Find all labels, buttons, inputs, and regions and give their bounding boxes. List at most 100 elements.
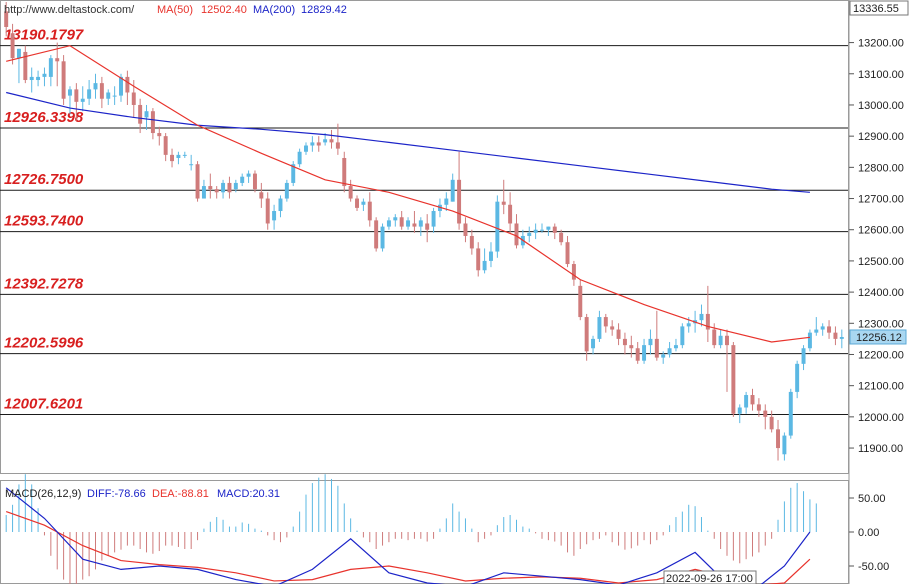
price-tick-label: 12600.00 <box>858 225 904 237</box>
candle-body <box>67 89 72 96</box>
candle-body <box>335 142 340 149</box>
candle-body <box>240 176 245 183</box>
candle-body <box>763 410 768 417</box>
candle-body <box>221 182 226 193</box>
candle-body <box>125 76 130 93</box>
candle-body <box>457 179 462 224</box>
candle-body <box>406 220 411 227</box>
macd-dea-value: DEA:-88.81 <box>152 488 209 500</box>
candle-body <box>380 226 385 249</box>
macd-diff-line <box>5 487 811 584</box>
timestamp: 2022-09-26 17:00 <box>666 573 753 584</box>
candle-body <box>667 348 672 355</box>
candle-body <box>725 335 729 346</box>
candle-body <box>686 323 691 327</box>
candle-body <box>629 345 634 349</box>
candle-body <box>839 337 844 339</box>
candle-body <box>654 338 659 358</box>
candle-body <box>552 226 557 233</box>
candle-body <box>201 186 206 199</box>
candle-body <box>750 395 755 405</box>
ma50-label: MA(50) <box>157 4 193 16</box>
price-tick-label: 13100.00 <box>858 69 904 81</box>
macd-diff-value: DIFF:-78.66 <box>87 488 146 500</box>
candle-body <box>807 332 812 349</box>
candle-body <box>495 201 500 252</box>
price-tick-label: 12400.00 <box>858 287 904 299</box>
level-label: 12202.5996 <box>4 335 84 352</box>
candle-body <box>718 335 723 346</box>
price-tick-label: 12000.00 <box>858 412 904 424</box>
price-tick-label: 13200.00 <box>858 38 904 50</box>
candle-body <box>99 83 104 99</box>
price-axis: 13200.00 13100.00 13000.00 12900.00 12800.00… <box>849 38 904 455</box>
candle-body <box>680 326 685 346</box>
candle-body <box>827 326 832 333</box>
candle-body <box>304 145 308 152</box>
candle-body <box>418 220 423 227</box>
candle-body <box>622 338 627 346</box>
candle-body <box>673 345 678 349</box>
macd-tick-label: 0.00 <box>858 527 879 539</box>
horizontal-levels: 13190.1797 12926.3398 12726.7500 12593.7400… <box>0 27 848 415</box>
candle-body <box>591 338 596 349</box>
candle-body <box>820 326 825 330</box>
candle-body <box>782 435 787 455</box>
candle-body <box>444 198 449 205</box>
candle-body <box>603 317 608 327</box>
candle-body <box>106 92 111 99</box>
candle-body <box>131 92 136 105</box>
candle-body <box>731 345 736 414</box>
candle-body <box>584 317 589 352</box>
header-url[interactable]: http://www.deltastock.com/ <box>4 4 135 16</box>
price-tick-label: 12900.00 <box>858 131 904 143</box>
candle-body <box>259 192 264 199</box>
price-tick-label: 12700.00 <box>858 194 904 206</box>
candle-body <box>578 285 583 318</box>
candle-body <box>597 317 602 339</box>
candle-body <box>482 260 487 271</box>
ma200-label: MA(200) <box>253 4 295 16</box>
candle-body <box>776 429 781 449</box>
candle-body <box>272 211 277 221</box>
candle-body <box>712 329 717 346</box>
candle-body <box>540 229 544 231</box>
candle-body <box>399 217 404 227</box>
ma50-line <box>6 45 810 343</box>
timestamp-box <box>663 570 757 584</box>
candle-body <box>252 173 257 190</box>
candle-body <box>176 154 181 158</box>
level-label: 12392.7278 <box>4 275 84 292</box>
candle-body <box>469 235 474 249</box>
candle-body <box>189 164 194 166</box>
candle-body <box>144 111 149 118</box>
macd-tick-label: 50.00 <box>858 493 886 505</box>
candle-body <box>610 326 615 330</box>
candle-body <box>246 173 251 177</box>
candle-body <box>635 348 640 361</box>
level-label: 12726.7500 <box>4 171 84 188</box>
candle-body <box>450 179 455 202</box>
price-tick-label: 12100.00 <box>858 381 904 393</box>
candle-body <box>705 313 710 330</box>
candle-body <box>36 76 41 81</box>
candle-body <box>616 329 621 339</box>
candle-body <box>10 33 15 59</box>
level-label: 12593.7400 <box>4 213 84 230</box>
candle-body <box>527 232 532 236</box>
candle-body <box>278 198 283 212</box>
candle-body <box>329 139 334 143</box>
candle-body <box>571 264 576 280</box>
candle-body <box>284 182 289 199</box>
macd-tick-label: -50.00 <box>858 561 889 573</box>
level-label: 12926.3398 <box>4 109 84 126</box>
candle-body <box>348 186 353 199</box>
candle-body <box>801 348 806 364</box>
candle-body <box>559 232 564 243</box>
candles <box>4 2 844 461</box>
candle-body <box>112 95 117 97</box>
macd-label: MACD(26,12,9) <box>5 488 81 500</box>
candle-body <box>833 332 838 339</box>
candle-body <box>163 136 168 155</box>
candle-body <box>119 76 123 96</box>
